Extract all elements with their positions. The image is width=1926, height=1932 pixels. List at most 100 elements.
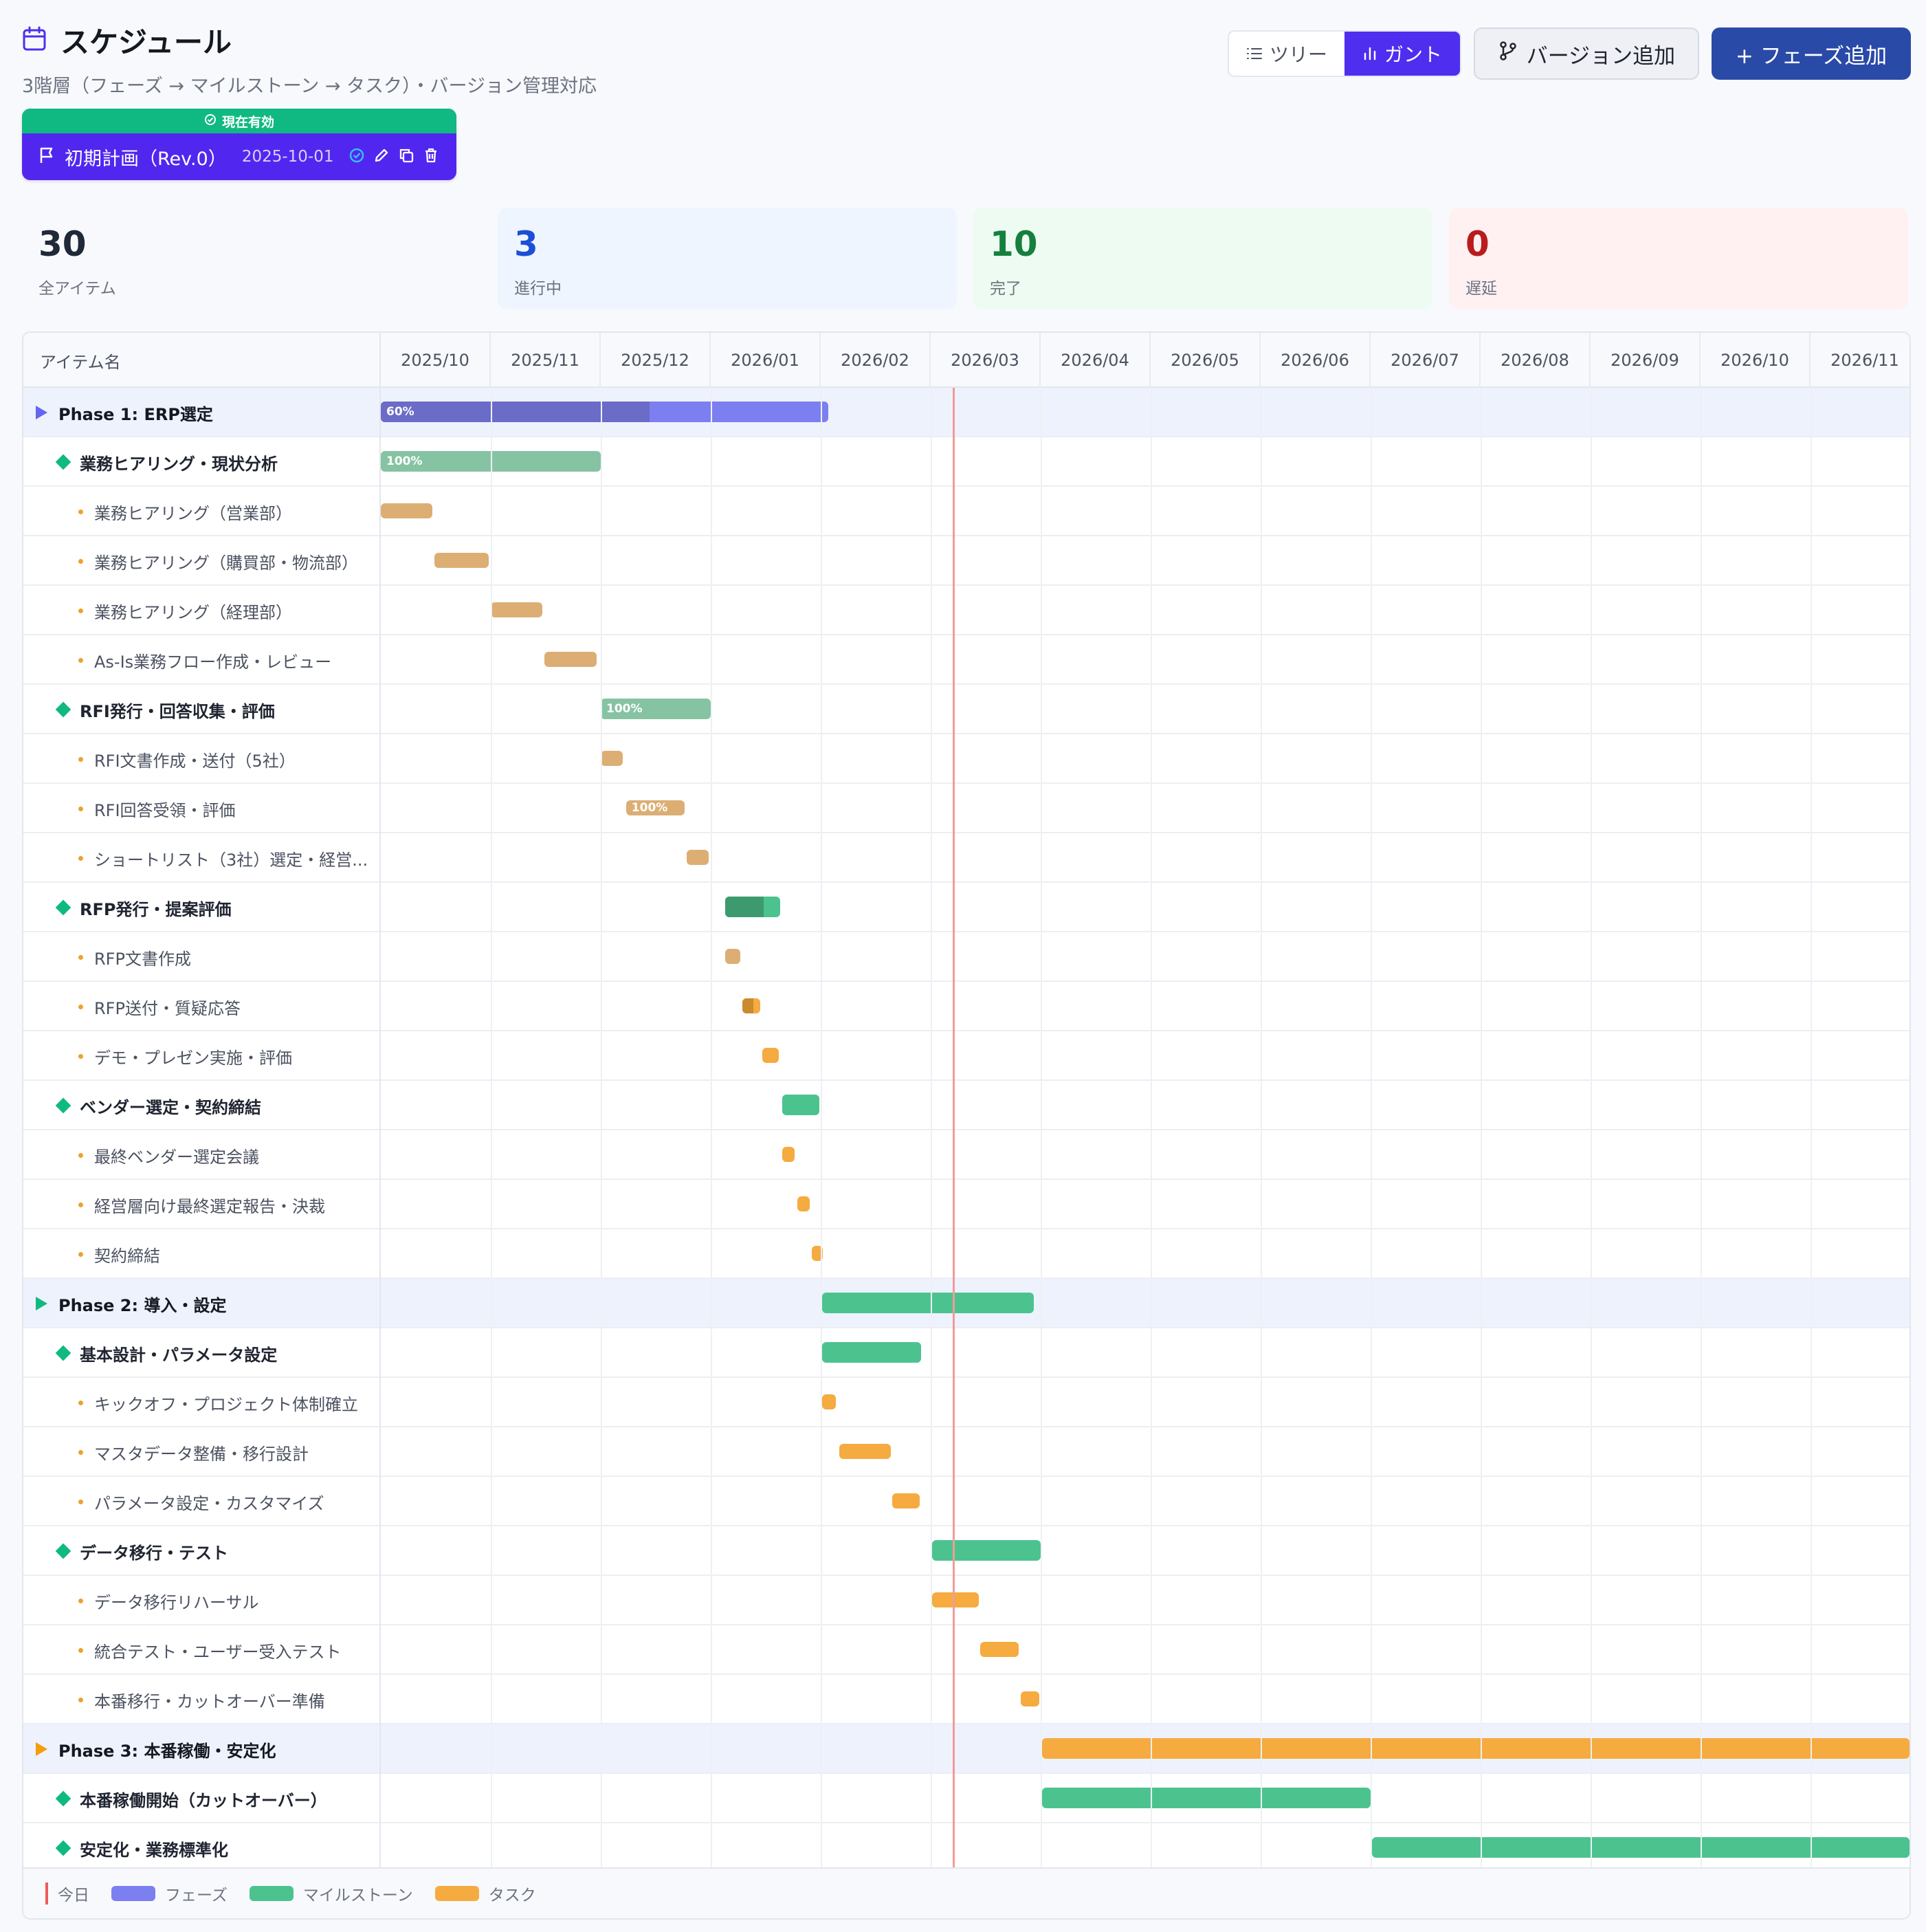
task-bar[interactable] — [812, 1246, 823, 1261]
progress-label: 60% — [386, 405, 414, 419]
task-bar[interactable] — [782, 1147, 795, 1162]
task-bar[interactable] — [544, 652, 597, 667]
phase-row[interactable]: Phase 1: ERP選定 60% — [23, 388, 1910, 437]
row-name: As-Is業務フロー作成・レビュー — [94, 652, 332, 672]
task-dot-icon — [78, 657, 83, 663]
add-phase-button[interactable]: + フェーズ追加 — [1712, 28, 1911, 80]
task-bar[interactable] — [821, 1394, 837, 1409]
phase-bar[interactable] — [1041, 1738, 1910, 1759]
trash-icon[interactable] — [423, 147, 439, 166]
task-bar[interactable] — [980, 1642, 1019, 1657]
version-card[interactable]: 現在有効 初期計画（Rev.0） 2025-10-01 — [22, 109, 456, 180]
task-row[interactable]: 業務ヒアリング（購買部・物流部） — [23, 536, 1910, 586]
task-row[interactable]: RFI回答受領・評価 100% — [23, 784, 1910, 833]
row-name-cell: RFP発行・提案評価 — [23, 883, 381, 932]
edit-icon[interactable] — [373, 147, 390, 166]
calendar-icon — [22, 26, 47, 55]
task-row[interactable]: 最終ベンダー選定会議 — [23, 1130, 1910, 1180]
month-header: 2026/02 — [821, 333, 931, 388]
row-name: 本番移行・カットオーバー準備 — [94, 1691, 325, 1711]
task-row[interactable]: 業務ヒアリング（経理部） — [23, 586, 1910, 635]
stat-value: 3 — [514, 224, 538, 264]
task-bar[interactable] — [601, 751, 623, 766]
task-bar[interactable] — [381, 503, 433, 518]
task-row[interactable]: デモ・プレゼン実施・評価 — [23, 1031, 1910, 1081]
milestone-row[interactable]: RFI発行・回答収集・評価 100% — [23, 685, 1910, 734]
task-bar[interactable] — [742, 998, 760, 1013]
task-row[interactable]: 業務ヒアリング（営業部） — [23, 487, 1910, 536]
row-name: RFI回答受領・評価 — [94, 800, 236, 820]
task-row[interactable]: マスタデータ整備・移行設計 — [23, 1427, 1910, 1477]
task-bar[interactable] — [797, 1196, 810, 1211]
task-row[interactable]: As-Is業務フロー作成・レビュー — [23, 635, 1910, 685]
task-row[interactable]: データ移行リハーサル — [23, 1576, 1910, 1625]
milestone-bar[interactable] — [931, 1540, 1041, 1561]
month-header: 2025/10 — [381, 333, 491, 388]
task-dot-icon — [78, 1598, 83, 1603]
legend-today-swatch — [45, 1882, 48, 1904]
milestone-row[interactable]: 安定化・業務標準化 — [23, 1823, 1910, 1873]
task-row[interactable]: 統合テスト・ユーザー受入テスト — [23, 1625, 1910, 1675]
task-row[interactable]: 契約締結 — [23, 1229, 1910, 1279]
add-phase-label: + フェーズ追加 — [1735, 43, 1888, 69]
row-name: 業務ヒアリング（営業部） — [94, 503, 292, 523]
task-row[interactable]: RFI文書作成・送付（5社） — [23, 734, 1910, 784]
task-bar[interactable] — [892, 1493, 920, 1508]
add-version-button[interactable]: バージョン追加 — [1474, 28, 1699, 80]
milestone-bar[interactable] — [782, 1095, 820, 1115]
phase-bar[interactable]: 60% — [381, 402, 829, 422]
task-row[interactable]: RFP送付・質疑応答 — [23, 982, 1910, 1031]
phase-row[interactable]: Phase 3: 本番稼働・安定化 — [23, 1724, 1910, 1774]
milestone-row[interactable]: データ移行・テスト — [23, 1526, 1910, 1576]
copy-icon[interactable] — [398, 147, 414, 166]
task-bar[interactable] — [491, 602, 543, 617]
row-name-cell: パラメータ設定・カスタマイズ — [23, 1477, 381, 1526]
row-name: Phase 1: ERP選定 — [58, 404, 213, 424]
task-row[interactable]: キックオフ・プロジェクト体制確立 — [23, 1378, 1910, 1427]
task-bar[interactable] — [434, 553, 489, 568]
row-name-cell: As-Is業務フロー作成・レビュー — [23, 635, 381, 685]
check-circle-icon[interactable] — [348, 147, 365, 166]
task-bar[interactable]: 100% — [626, 800, 685, 815]
month-grid-line — [1481, 388, 1482, 1867]
milestone-row[interactable]: 業務ヒアリング・現状分析 100% — [23, 437, 1910, 487]
task-row[interactable]: 経営層向け最終選定報告・決裁 — [23, 1180, 1910, 1229]
month-grid-line — [1371, 388, 1372, 1867]
stat-label: 遅延 — [1465, 280, 1497, 298]
milestone-bar[interactable] — [1041, 1788, 1371, 1808]
expand-triangle-icon[interactable] — [36, 1742, 47, 1756]
row-name: RFP送付・質疑応答 — [94, 998, 241, 1018]
add-version-label: バージョン追加 — [1526, 43, 1676, 69]
row-name-cell: 最終ベンダー選定会議 — [23, 1130, 381, 1180]
expand-triangle-icon[interactable] — [36, 406, 47, 419]
task-row[interactable]: ショートリスト（3社）選定・経営... — [23, 833, 1910, 883]
tree-view-button[interactable]: ツリー — [1229, 32, 1344, 76]
task-bar[interactable] — [931, 1592, 979, 1607]
phase-row[interactable]: Phase 2: 導入・設定 — [23, 1279, 1910, 1328]
task-bar[interactable] — [686, 850, 709, 865]
gantt-view-button[interactable]: ガント — [1344, 32, 1460, 76]
milestone-diamond-icon — [55, 1097, 71, 1114]
expand-triangle-icon[interactable] — [36, 1297, 47, 1310]
task-bar[interactable] — [762, 1048, 779, 1063]
row-name-cell: ベンダー選定・契約締結 — [23, 1081, 381, 1130]
task-row[interactable]: パラメータ設定・カスタマイズ — [23, 1477, 1910, 1526]
task-row[interactable]: 本番移行・カットオーバー準備 — [23, 1675, 1910, 1724]
task-row[interactable]: RFP文書作成 — [23, 932, 1910, 982]
milestone-row[interactable]: RFP発行・提案評価 — [23, 883, 1910, 932]
milestone-bar[interactable] — [724, 897, 780, 917]
task-bar[interactable] — [724, 949, 741, 964]
task-bar[interactable] — [1021, 1691, 1040, 1706]
milestone-row[interactable]: 本番稼働開始（カットオーバー） — [23, 1774, 1910, 1823]
milestone-bar[interactable] — [1371, 1837, 1910, 1858]
milestone-bar[interactable] — [821, 1342, 921, 1363]
task-dot-icon — [78, 1449, 83, 1455]
task-bar[interactable] — [839, 1444, 892, 1459]
milestone-bar[interactable]: 100% — [601, 699, 711, 719]
row-name-cell: 業務ヒアリング（購買部・物流部） — [23, 536, 381, 586]
milestone-row[interactable]: ベンダー選定・契約締結 — [23, 1081, 1910, 1130]
phase-bar[interactable] — [821, 1293, 1034, 1313]
milestone-diamond-icon — [55, 899, 71, 916]
tree-view-label: ツリー — [1269, 43, 1327, 66]
milestone-row[interactable]: 基本設計・パラメータ設定 — [23, 1328, 1910, 1378]
